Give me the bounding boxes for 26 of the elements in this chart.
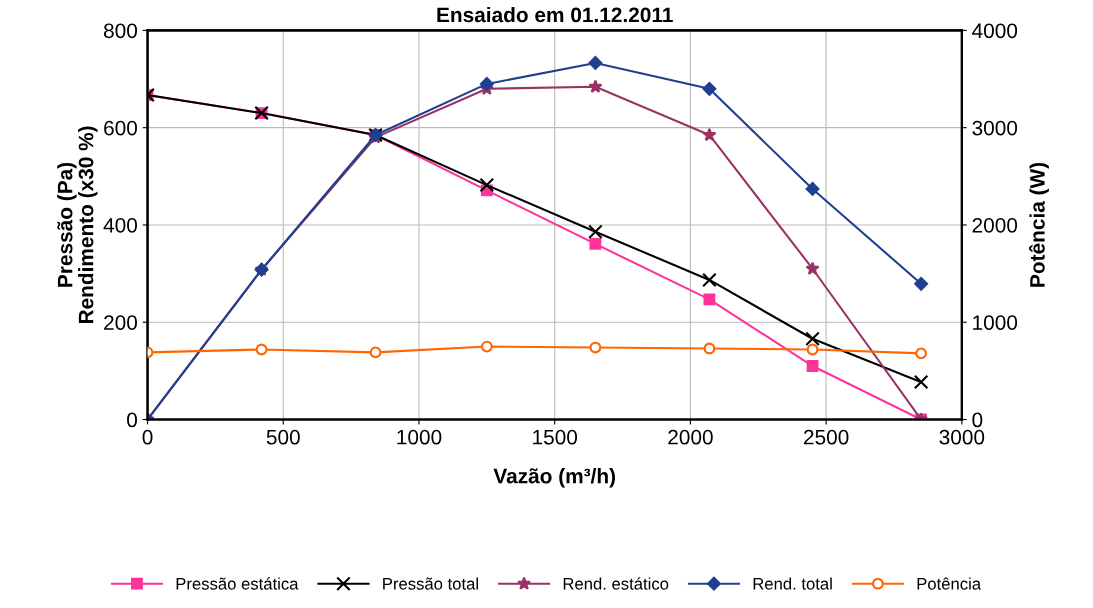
legend-label: Rend. estático — [563, 577, 669, 590]
y2-tick-label: 1000 — [973, 315, 1018, 330]
y-tick-label: 200 — [104, 315, 138, 330]
x-tick-label: 2500 — [804, 429, 849, 445]
x-tick-label: 3000 — [939, 429, 985, 445]
x-tick-label: 0 — [142, 429, 153, 445]
y-tick-label: 600 — [104, 120, 138, 136]
x-tick-label: 1000 — [397, 429, 442, 445]
y-tick-label: 400 — [103, 217, 138, 233]
x-axis-title: Vazão (m³/h) — [493, 468, 616, 488]
y2-axis-title: Potência (W) — [1029, 162, 1049, 287]
legend-label: Potência — [917, 577, 982, 590]
legend-label: Pressão estática — [176, 577, 299, 590]
x-tick-label: 2000 — [668, 429, 713, 445]
y2-tick-label: 4000 — [972, 23, 1018, 39]
y2-tick-label: 2000 — [972, 217, 1018, 233]
chart-title: Ensaiado em 01.12.2011 — [437, 6, 673, 23]
y-axis-title: Pressão (Pa) Rendimento (x30 %) — [57, 126, 98, 324]
y-tick-label: 0 — [127, 412, 138, 428]
x-tick-label: 1500 — [533, 429, 578, 445]
y-tick-label: 800 — [103, 23, 138, 39]
y2-tick-label: 3000 — [972, 120, 1018, 136]
legend-label: Rend. total — [753, 577, 832, 590]
y2-tick-label: 0 — [972, 412, 983, 428]
x-tick-label: 500 — [266, 429, 300, 445]
legend-label: Pressão total — [383, 577, 478, 590]
